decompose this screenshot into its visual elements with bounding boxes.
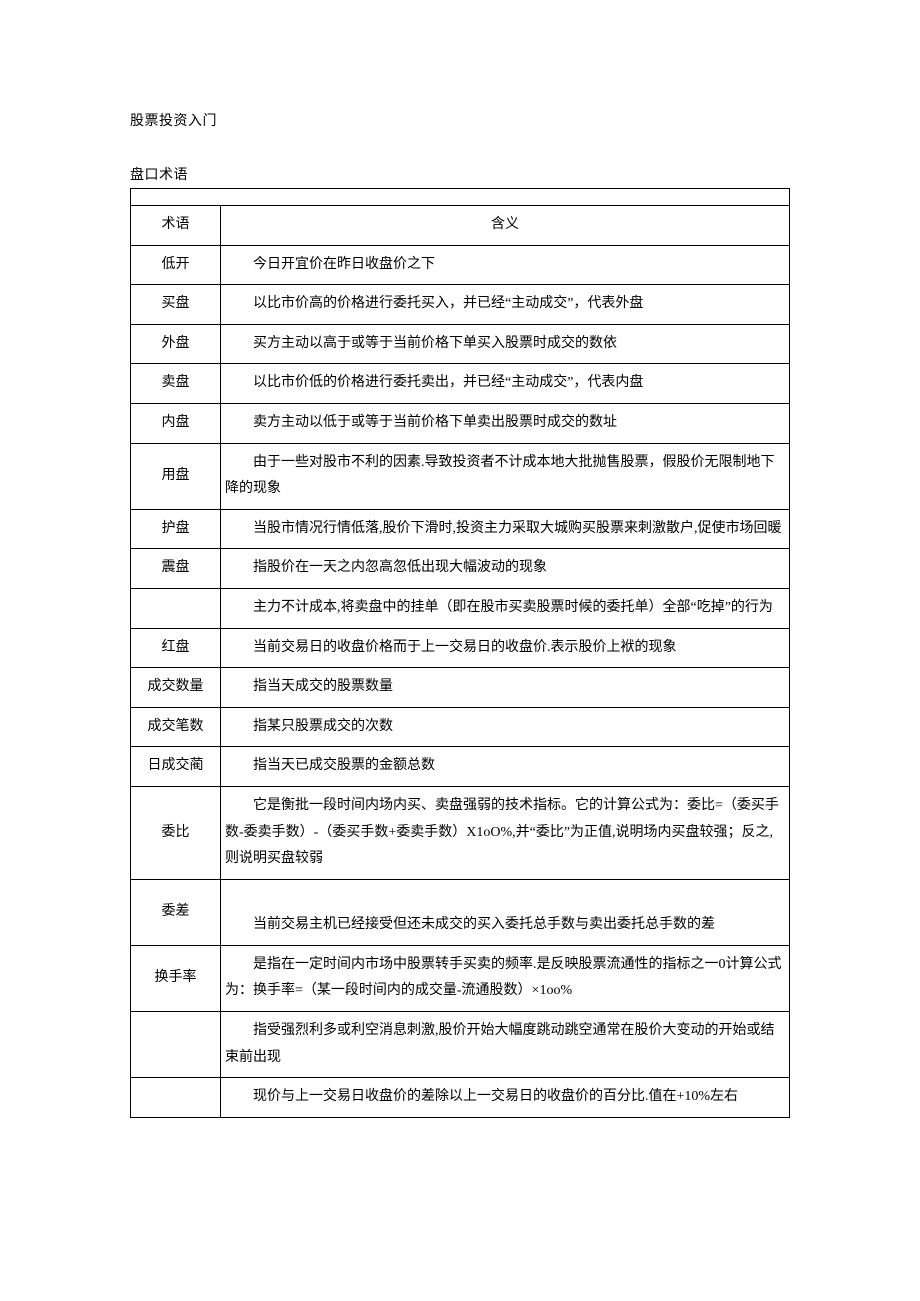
section-title: 盘口术语 (130, 164, 790, 184)
term-cell: 内盘 (131, 403, 221, 443)
definition-cell: 指当天成交的股票数量 (221, 668, 790, 708)
table-spacer-row (131, 189, 790, 206)
term-cell: 买盘 (131, 285, 221, 325)
table-row: 现价与上一交易日收盘价的差除以上一交易日的收盘价的百分比.值在+10%左右 (131, 1078, 790, 1118)
term-cell: 委比 (131, 786, 221, 879)
table-row: 买盘以比市价高的价格进行委托买入，并已经“主动成交”，代表外盘 (131, 285, 790, 325)
term-cell: 低开 (131, 245, 221, 285)
term-cell: 用盘 (131, 443, 221, 509)
term-cell: 日成交蔺 (131, 747, 221, 787)
document-title: 股票投资入门 (130, 110, 790, 130)
term-cell: 成交数量 (131, 668, 221, 708)
page: 股票投资入门 盘口术语 术语 含义 低开今日开宜价在昨日收盘价之下买盘以比市价高… (0, 0, 920, 1158)
glossary-tbody: 术语 含义 低开今日开宜价在昨日收盘价之下买盘以比市价高的价格进行委托买入，并已… (131, 189, 790, 1118)
term-cell (131, 1012, 221, 1078)
definition-cell: 主力不计成本,将卖盘中的挂单（即在股市买卖股票时候的委托单）全部“吃掉”的行为 (221, 588, 790, 628)
table-row: 卖盘以比市价低的价格进行委托卖出，并已经“主动成交”，代表内盘 (131, 364, 790, 404)
definition-cell: 卖方主动以低于或等于当前价格下单卖出股票时成交的数址 (221, 403, 790, 443)
table-row: 低开今日开宜价在昨日收盘价之下 (131, 245, 790, 285)
definition-cell: 指股价在一天之内忽高忽低出现大幅波动的现象 (221, 549, 790, 589)
definition-cell: 当前交易主机已经接受但还未成交的买入委托总手数与卖出委托总手数的差 (221, 879, 790, 945)
definition-cell: 它是衡批一段时间内场内买、卖盘强弱的技术指标。它的计算公式为：委比=（委买手数-… (221, 786, 790, 879)
definition-cell: 当股市情况行情低落,股价下滑时,投资主力采取大城购买股票来刺激散户,促使市场回暖 (221, 509, 790, 549)
definition-cell: 指某只股票成交的次数 (221, 707, 790, 747)
term-cell: 护盘 (131, 509, 221, 549)
term-cell: 红盘 (131, 628, 221, 668)
term-cell: 外盘 (131, 324, 221, 364)
definition-cell: 指受强烈利多或利空消息刺激,股价开始大幅度跳动跳空通常在股价大变动的开始或结束前… (221, 1012, 790, 1078)
term-cell: 委差 (131, 879, 221, 945)
term-cell: 卖盘 (131, 364, 221, 404)
header-term: 术语 (131, 206, 221, 246)
definition-cell: 是指在一定时间内市场中股票转手买卖的频率.是反映股票流通性的指标之一0计算公式为… (221, 945, 790, 1011)
header-def: 含义 (221, 206, 790, 246)
definition-cell: 以比市价高的价格进行委托买入，并已经“主动成交”，代表外盘 (221, 285, 790, 325)
term-cell: 成交笔数 (131, 707, 221, 747)
definition-cell: 买方主动以高于或等于当前价格下单买入股票时成交的数依 (221, 324, 790, 364)
definition-cell: 由于一些对股市不利的因素.导致投资者不计成本地大批抛售股票，假股价无限制地下降的… (221, 443, 790, 509)
term-cell (131, 1078, 221, 1118)
term-cell: 换手率 (131, 945, 221, 1011)
table-row: 主力不计成本,将卖盘中的挂单（即在股市买卖股票时候的委托单）全部“吃掉”的行为 (131, 588, 790, 628)
definition-cell: 今日开宜价在昨日收盘价之下 (221, 245, 790, 285)
table-row: 日成交蔺指当天已成交股票的金额总数 (131, 747, 790, 787)
table-row: 内盘卖方主动以低于或等于当前价格下单卖出股票时成交的数址 (131, 403, 790, 443)
table-row: 指受强烈利多或利空消息刺激,股价开始大幅度跳动跳空通常在股价大变动的开始或结束前… (131, 1012, 790, 1078)
table-row: 护盘当股市情况行情低落,股价下滑时,投资主力采取大城购买股票来刺激散户,促使市场… (131, 509, 790, 549)
table-row: 红盘当前交易日的收盘价格而于上一交易日的收盘价.表示股价上袱的现象 (131, 628, 790, 668)
table-row: 外盘买方主动以高于或等于当前价格下单买入股票时成交的数依 (131, 324, 790, 364)
table-row: 委差 当前交易主机已经接受但还未成交的买入委托总手数与卖出委托总手数的差 (131, 879, 790, 945)
glossary-table: 术语 含义 低开今日开宜价在昨日收盘价之下买盘以比市价高的价格进行委托买入，并已… (130, 188, 790, 1118)
table-row: 震盘指股价在一天之内忽高忽低出现大幅波动的现象 (131, 549, 790, 589)
table-row: 成交笔数指某只股票成交的次数 (131, 707, 790, 747)
table-header-row: 术语 含义 (131, 206, 790, 246)
definition-cell: 以比市价低的价格进行委托卖出，并已经“主动成交”，代表内盘 (221, 364, 790, 404)
term-cell (131, 588, 221, 628)
table-row: 用盘由于一些对股市不利的因素.导致投资者不计成本地大批抛售股票，假股价无限制地下… (131, 443, 790, 509)
table-row: 换手率是指在一定时间内市场中股票转手买卖的频率.是反映股票流通性的指标之一0计算… (131, 945, 790, 1011)
table-row: 成交数量指当天成交的股票数量 (131, 668, 790, 708)
table-row: 委比它是衡批一段时间内场内买、卖盘强弱的技术指标。它的计算公式为：委比=（委买手… (131, 786, 790, 879)
definition-cell: 指当天已成交股票的金额总数 (221, 747, 790, 787)
definition-cell: 当前交易日的收盘价格而于上一交易日的收盘价.表示股价上袱的现象 (221, 628, 790, 668)
definition-cell: 现价与上一交易日收盘价的差除以上一交易日的收盘价的百分比.值在+10%左右 (221, 1078, 790, 1118)
term-cell: 震盘 (131, 549, 221, 589)
